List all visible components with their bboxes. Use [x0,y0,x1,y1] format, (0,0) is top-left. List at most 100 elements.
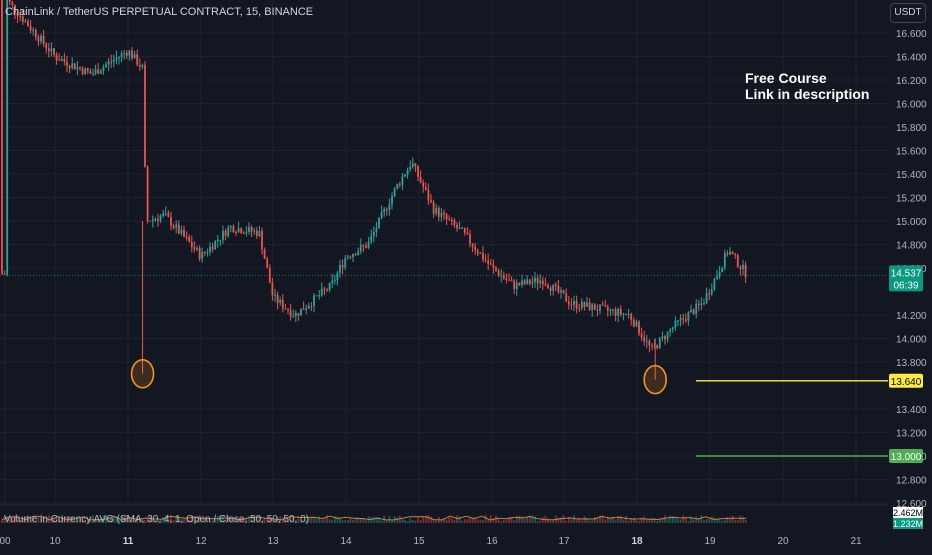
volume-bar [336,516,339,523]
candle-body [224,230,227,236]
candle-body [206,252,209,254]
candle-body [175,224,178,228]
candle-body [112,59,115,62]
volume-bar [68,516,71,523]
candle-body [424,187,427,190]
volume-bar [648,518,651,523]
candle-body [534,278,536,283]
y-tick-label: 15.200 [896,194,927,205]
volume-bar [245,517,248,523]
candle-body [703,303,705,305]
candle-body [21,16,24,22]
volume-bar [492,518,495,523]
candle-body [630,313,633,320]
volume-bar [1,519,3,523]
candle-body [492,264,495,268]
volume-bar [632,517,635,523]
candle-body [331,280,334,283]
candle-body [146,166,149,221]
volume-bar [196,519,198,523]
candle-body [302,308,305,310]
volume-bar [305,520,308,523]
volume-bar [726,517,729,523]
candle-body [664,336,666,340]
candle-body [50,48,53,52]
volume-bar [705,519,708,523]
candle-body [318,295,321,297]
volume-bar [45,520,48,523]
candle-body [307,306,310,309]
candle-body [453,219,456,225]
candle-body [45,43,48,49]
volume-bar [14,515,16,523]
candle-body [16,12,19,17]
candle-body [539,280,542,284]
volume-bar [281,517,284,523]
candle-body [313,295,315,307]
candle-body [359,245,362,252]
highlight-circles [130,358,668,395]
candle-body [697,303,700,305]
volume-bar [448,516,451,523]
candle-body [677,320,679,322]
candle-body [617,308,620,316]
candle-body [3,273,6,275]
candle-body [323,288,326,290]
candle-body [682,318,685,320]
volume-bar [214,519,217,523]
last-price-tag [889,265,923,292]
volume-sma-line [1,515,747,521]
volume-bar [133,518,136,523]
x-tick-label: 00 [0,536,11,547]
candle-body [645,340,648,342]
candle-body [383,208,386,213]
candle-body [40,35,42,42]
y-tick-label: 14.200 [896,311,927,322]
price-level-tag [889,449,923,463]
volume-bar [258,516,261,523]
candle-body [713,278,716,290]
volume-bar [502,520,505,523]
volume-bar [97,520,100,523]
volume-bar [515,515,518,523]
volume-bar [206,519,209,523]
candle-body [266,258,269,269]
volume-bar [323,518,326,523]
volume-bar [692,519,695,523]
candle-body [440,213,443,217]
volume-bar [227,515,230,523]
candle-body [326,289,328,291]
candle-body [209,246,211,253]
volume-bar [669,515,672,523]
volume-bar [557,517,560,523]
y-tick-label: 16.000 [896,100,927,111]
candle-body [578,308,581,310]
volume-bar [242,518,245,523]
candle-body [619,308,622,315]
volume-bar [573,515,575,523]
candle-body [367,241,370,248]
candle-body [310,306,313,308]
volume-bar [528,515,531,523]
candle-body [443,213,445,215]
volume-bar [479,519,482,523]
candle-body [24,21,27,23]
currency-button[interactable]: USDT [890,3,926,23]
volume-bar [63,518,66,523]
candle-body [417,166,419,177]
candle-body [736,255,739,267]
candle-body [526,279,529,284]
candle-body [177,224,180,234]
volume-bar [450,518,453,523]
volume-bar [401,518,404,523]
candle-body [427,189,430,201]
candle-body [55,54,58,60]
candle-body [554,284,557,286]
candle-body [684,319,687,321]
candle-body [742,264,744,270]
volume-bar [495,515,497,523]
highlight-circle [130,358,155,389]
volume-bar [404,519,406,523]
